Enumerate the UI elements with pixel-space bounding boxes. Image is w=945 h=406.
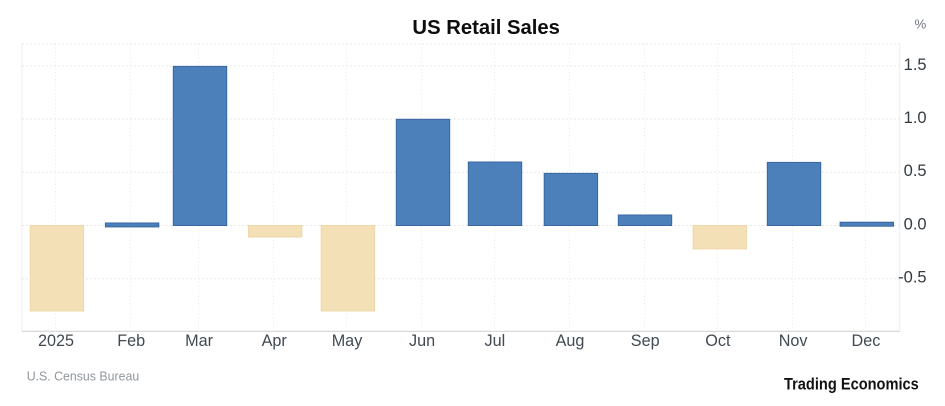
svg-text:Aug: Aug [556,332,585,350]
svg-text:Mar: Mar [185,332,213,350]
svg-text:Jun: Jun [409,332,435,350]
svg-text:1.0: 1.0 [904,109,927,127]
svg-text:Trading Economics: Trading Economics [784,375,919,393]
svg-text:Sep: Sep [631,332,660,350]
svg-text:US Retail Sales: US Retail Sales [412,17,560,39]
svg-text:Nov: Nov [779,332,809,350]
svg-text:U.S. Census Bureau: U.S. Census Bureau [27,369,140,384]
svg-text:%: % [914,16,926,31]
svg-text:2025: 2025 [38,332,74,350]
svg-text:1.5: 1.5 [904,56,927,74]
svg-text:Apr: Apr [262,332,288,350]
svg-text:-0.5: -0.5 [898,269,926,287]
svg-text:Feb: Feb [117,332,145,350]
svg-text:0.0: 0.0 [904,215,927,233]
svg-text:Oct: Oct [705,332,731,350]
svg-text:May: May [332,332,363,350]
svg-text:Dec: Dec [852,332,881,350]
svg-text:0.5: 0.5 [904,162,927,180]
svg-text:Jul: Jul [485,332,506,350]
